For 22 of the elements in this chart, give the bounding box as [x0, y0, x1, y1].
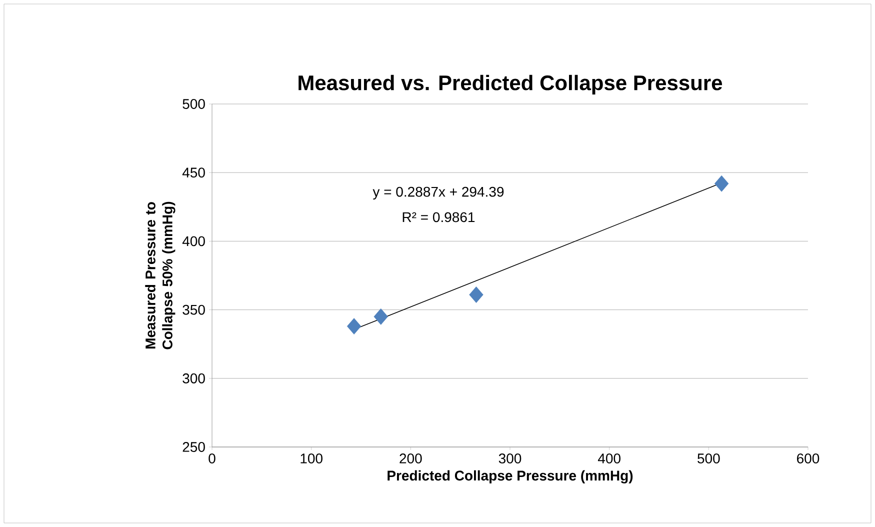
x-tick-label: 600	[797, 454, 820, 464]
x-tick-label: 400	[598, 454, 620, 464]
point	[714, 175, 729, 192]
y-tick-label: 450	[182, 168, 205, 178]
point	[346, 318, 362, 334]
x-tick-label: 500	[698, 454, 720, 464]
y-tick-label: 500	[182, 99, 205, 109]
point	[374, 308, 388, 325]
annotation: R² = 0.9861	[402, 212, 475, 222]
y-tick-label: 400	[182, 236, 205, 246]
x-tick-label: 200	[400, 454, 422, 464]
y-tick-label: 300	[182, 373, 205, 384]
chart-title: Measured vs. Predicted Collapse Pressure	[298, 74, 722, 94]
x-tick-label: 0	[208, 454, 216, 464]
x-tick-label: 100	[300, 454, 322, 464]
point	[469, 286, 484, 303]
y-tick-label: 250	[182, 442, 205, 452]
y-tick-label: 350	[182, 304, 205, 315]
annotation: y = 0.2887x + 294.39	[372, 186, 504, 200]
x-tick-label: 300	[498, 454, 522, 464]
y-axis-title: Measured Pressure to Collapse 50% (mmHg)	[145, 202, 176, 350]
x-axis-title: Predicted Collapse Pressure (mmHg)	[388, 470, 633, 484]
